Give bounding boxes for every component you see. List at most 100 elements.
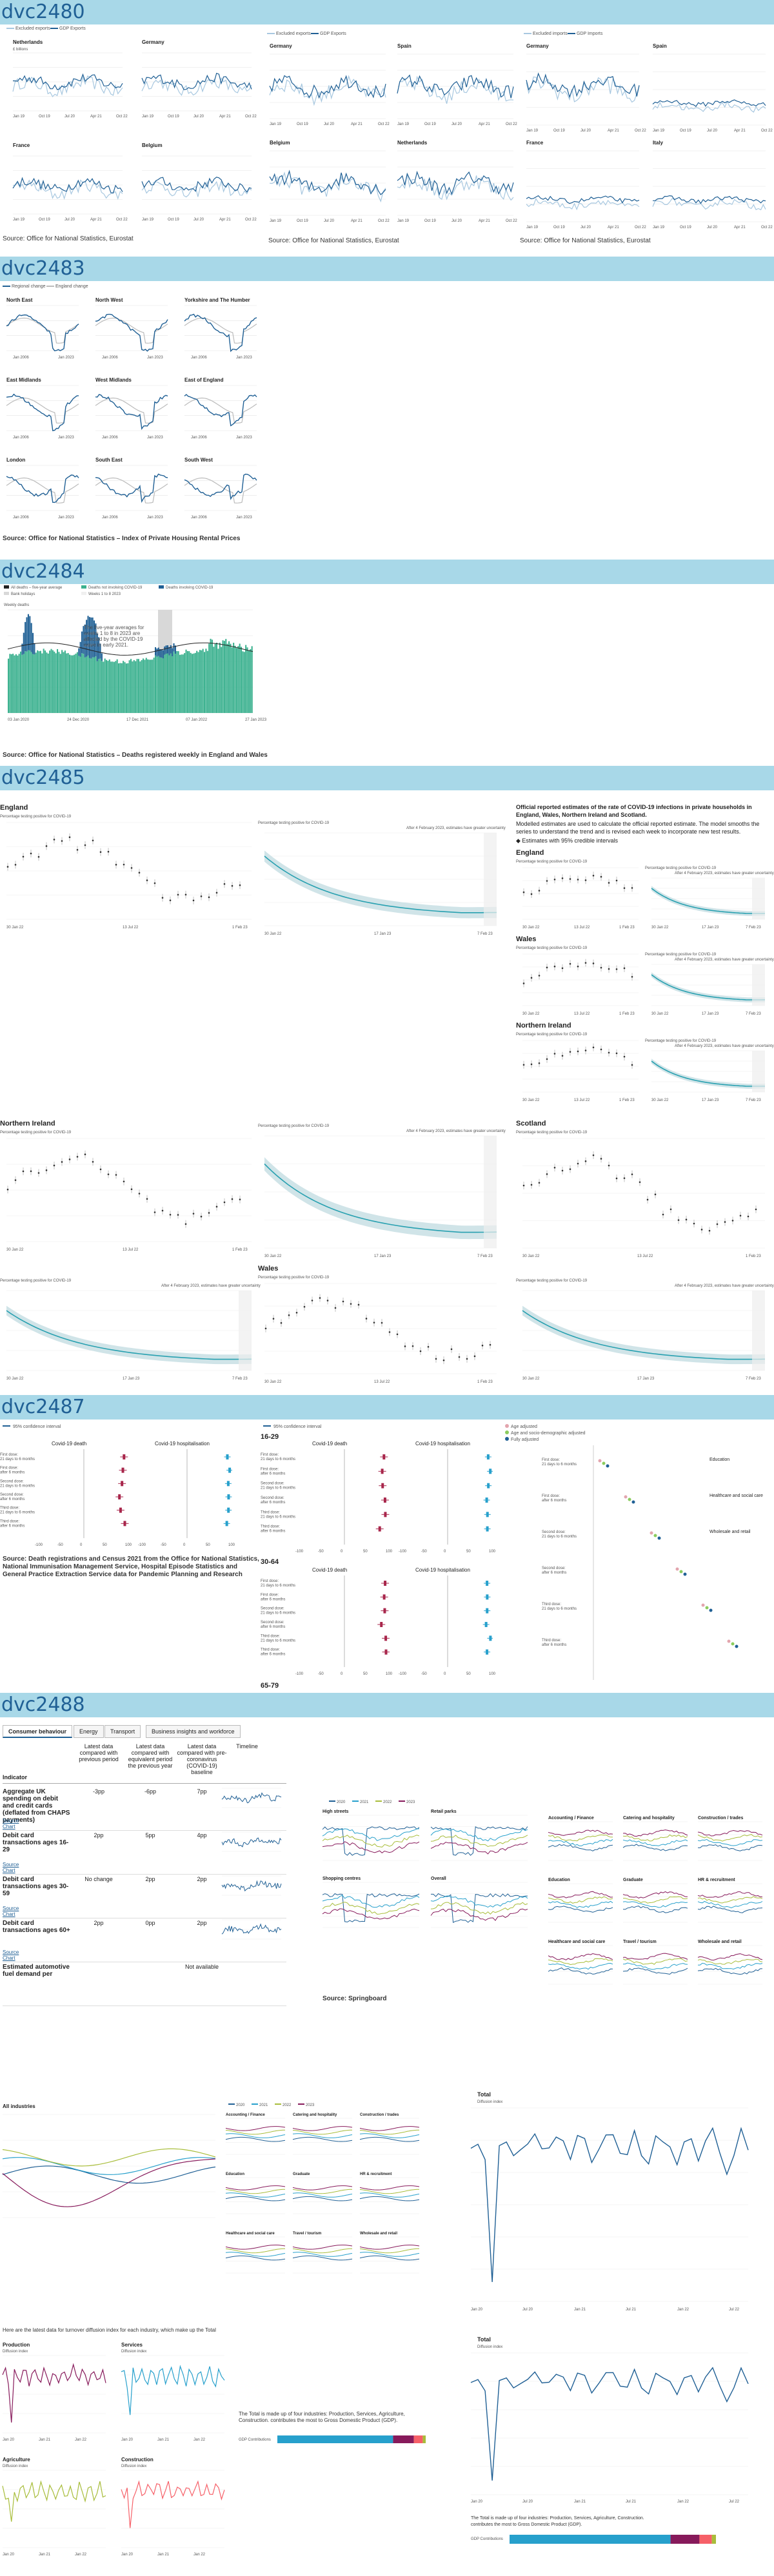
x-tick: Jan 2006 [102, 516, 118, 520]
all-industries-chart: All industries [3, 2102, 222, 2230]
panel-title: East Midlands [6, 377, 41, 383]
series-line [623, 1963, 688, 1969]
gdp-segment [277, 2435, 393, 2443]
bar-non-covid [205, 649, 206, 713]
estimate-point [319, 1297, 321, 1299]
bar-non-covid [92, 657, 94, 713]
row-label: 21 days to 6 months [261, 1639, 295, 1643]
bar-non-covid [127, 663, 128, 713]
x-tick: Oct 19 [680, 226, 691, 229]
dvc2484-area: All deaths – five-year average Deaths not… [0, 584, 271, 745]
series-line [3, 2481, 106, 2522]
row-label: Second dose: [261, 1621, 284, 1625]
bar-non-covid [48, 654, 49, 713]
series-line [548, 1835, 613, 1840]
confidence-band [6, 1306, 252, 1365]
x-tick: Jan 2006 [102, 356, 118, 360]
x-tick: 1 Feb 23 [232, 926, 248, 930]
panel-title: 30-64 [261, 1558, 279, 1566]
row-label: 21 days to 6 months [542, 1607, 577, 1611]
bar-non-covid [225, 639, 226, 713]
dvc2483-source: Source: Office for National Statistics –… [3, 535, 240, 542]
legend-label: 95% confidence interval [273, 1425, 322, 1429]
x-tick: 0 [444, 1550, 446, 1554]
x-tick: 13 Jul 22 [637, 1254, 653, 1258]
bar-non-covid [46, 652, 47, 713]
bar-non-covid [155, 656, 156, 713]
estimate-point [162, 1210, 164, 1212]
legend-swatch [81, 585, 86, 589]
annotation: The five-year averages for weeks 1 to 8 i… [83, 625, 144, 648]
estimate-point [77, 849, 79, 851]
series-line [431, 1909, 528, 1920]
x-tick: Jul 20 [707, 129, 718, 133]
panel-title: Graduate [623, 1878, 643, 1882]
bar-non-covid [221, 647, 222, 713]
panel-title: England [516, 849, 544, 857]
legend-label: Age adjusted [511, 1425, 537, 1429]
estimate-point [585, 1049, 587, 1051]
tab-energy[interactable]: Energy [74, 1725, 104, 1738]
bar-non-covid [233, 643, 234, 713]
series-line [184, 398, 257, 424]
bar-non-covid [132, 661, 133, 713]
row-label: 21 days to 6 months [542, 1535, 577, 1539]
legend-label: Excluded imports [533, 32, 568, 36]
estimate-point [428, 1346, 430, 1348]
estimate-point [177, 1214, 179, 1216]
panel-subtitle: Percentage testing positive for COVID-19 [516, 1131, 588, 1135]
legend-label: 2023 [406, 1800, 415, 1804]
series-line [623, 1958, 688, 1964]
x-tick: 17 Dec 2021 [126, 718, 149, 722]
estimate-point [608, 968, 610, 970]
estimate-point [631, 1064, 633, 1066]
x-tick: -100 [138, 1543, 146, 1547]
bar-non-covid [90, 659, 92, 713]
tab-consumer-behaviour[interactable]: Consumer behaviour [3, 1725, 72, 1738]
panel-wales-band: Percentage testing positive for COVID-19… [645, 941, 771, 1019]
estimate-marker [228, 1468, 231, 1473]
confidence-band [522, 1306, 765, 1365]
legend-label: England change [55, 284, 88, 289]
x-tick: -100 [295, 1550, 304, 1554]
bar-non-covid [118, 663, 119, 713]
estimate-point [531, 1064, 533, 1066]
tab-transport[interactable]: Transport [104, 1725, 141, 1738]
panel-title: Accounting / Finance [548, 1816, 594, 1820]
bar-non-covid [68, 653, 69, 713]
x-tick: Apr 21 [351, 122, 362, 126]
estimate-marker [485, 1622, 488, 1627]
bar-non-covid [204, 652, 205, 713]
tab-business-insights[interactable]: Business insights and workforce [146, 1725, 241, 1738]
x-tick: 30 Jan 22 [6, 1248, 24, 1252]
estimate-point [631, 887, 633, 889]
bar-non-covid [163, 658, 164, 713]
x-tick: Jan 19 [13, 115, 25, 119]
series-line [3, 2149, 215, 2166]
bar-non-covid [174, 652, 175, 713]
bar-covid [23, 633, 25, 654]
bar-non-covid [170, 654, 172, 713]
estimate-point [585, 1160, 587, 1162]
panel-wales-band: Percentage testing positive for COVID-19… [516, 1267, 771, 1383]
estimate-point [265, 1327, 267, 1329]
bar-non-covid [139, 661, 141, 713]
total-diffusion-chart-2: TotalDiffusion indexJan 20 Jul 20 Jan 21 Ju… [452, 2334, 761, 2566]
estimate-point [123, 1180, 125, 1182]
bar-non-covid [8, 659, 9, 713]
legend-label: 2022 [383, 1800, 392, 1804]
bar-covid [172, 648, 173, 656]
series-line [623, 1891, 688, 1898]
panel-wales-errors: WalesPercentage testing positive for COV… [258, 1264, 503, 1387]
x-tick: -100 [35, 1543, 43, 1547]
x-tick: 30 Jan 22 [264, 1254, 282, 1258]
x-tick: -100 [295, 1672, 304, 1676]
estimate-marker [486, 1512, 489, 1517]
bar-non-covid [178, 651, 179, 713]
x-tick: Jul 20 [64, 218, 75, 222]
gdp-segment [712, 2535, 716, 2544]
panel-northern-ireland-errors: Northern IrelandPercentage testing posit… [516, 1021, 645, 1105]
x-tick: Jan 2023 [236, 436, 252, 440]
bar-non-covid [72, 656, 74, 713]
panel-england-errors: EnglandPercentage testing positive for C… [0, 803, 258, 932]
